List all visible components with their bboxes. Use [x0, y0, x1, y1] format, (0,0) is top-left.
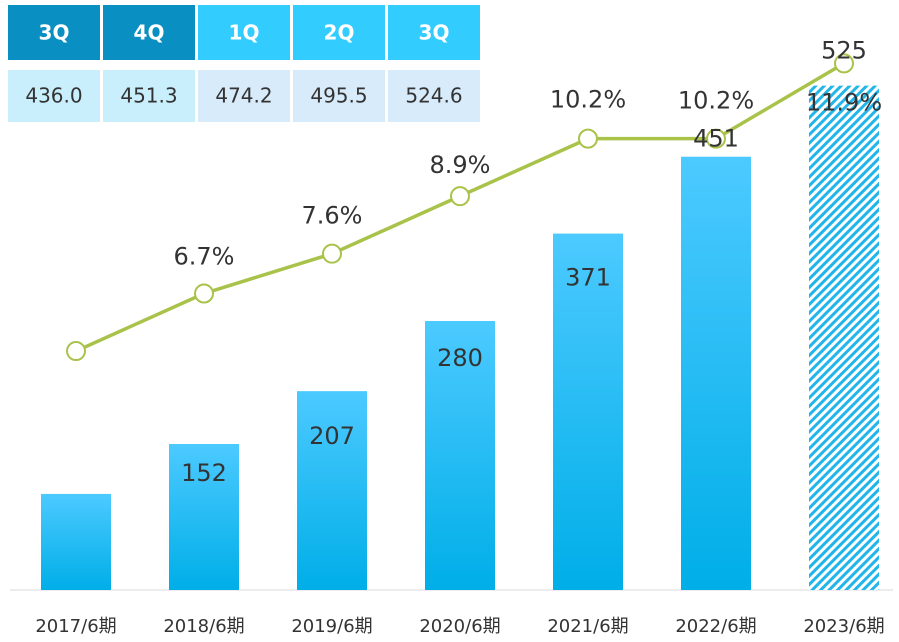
line-label: 10.2%: [550, 86, 626, 114]
table-header-text: 3Q: [39, 21, 70, 45]
line-label: 10.2%: [678, 87, 754, 115]
line-marker: [450, 186, 470, 207]
line-label: 8.9%: [430, 151, 491, 179]
bar: [297, 391, 367, 590]
table-cell-text: 474.2: [215, 84, 272, 108]
table-header-text: 4Q: [134, 21, 165, 45]
table-header-cell: [103, 5, 195, 60]
bar-label: 371: [565, 264, 611, 292]
x-tick-label: 2021/6期: [547, 616, 628, 637]
line-label: 6.7%: [174, 243, 235, 271]
table-header-cell: [293, 5, 385, 60]
table-cell: [8, 70, 100, 122]
bar-label: 207: [309, 422, 355, 450]
line-marker: [66, 341, 86, 362]
bar: [169, 443, 239, 590]
table-cell-text: 524.6: [405, 84, 462, 108]
line-marker: [578, 128, 598, 149]
line-marker: [322, 243, 342, 264]
bar: [425, 321, 495, 590]
x-tick-label: 2019/6期: [291, 616, 372, 637]
table-cell-text: 451.3: [120, 84, 177, 108]
bar-label: 152: [181, 459, 227, 487]
bar: [681, 156, 751, 590]
bar-label: 525: [821, 37, 867, 65]
line-marker: [194, 283, 214, 304]
line-marker: [706, 128, 726, 149]
table-header-text: 1Q: [229, 21, 260, 45]
table-cell: [103, 70, 195, 122]
table-header-text: 2Q: [324, 21, 355, 45]
table-cell-text: 436.0: [25, 84, 82, 108]
x-tick-label: 2022/6期: [675, 616, 756, 637]
table-header-text: 3Q: [419, 21, 450, 45]
x-tick-label: 2018/6期: [163, 616, 244, 637]
bar-label: 280: [437, 344, 483, 372]
x-tick-label: 2020/6期: [419, 616, 500, 637]
table-cell: [198, 70, 290, 122]
x-tick-label: 2023/6期: [803, 616, 884, 637]
table-cell-text: 495.5: [310, 84, 367, 108]
line-label: 7.6%: [302, 202, 363, 230]
table-header-cell: [8, 5, 100, 60]
line-marker: [834, 53, 854, 74]
table-cell: [293, 70, 385, 122]
bar-label: 451: [693, 125, 739, 153]
table-header-cell: [198, 5, 290, 60]
bar: [809, 85, 879, 591]
table-cell: [388, 70, 480, 122]
table-header-cell: [388, 5, 480, 60]
bar: [553, 233, 623, 591]
bar: [41, 493, 111, 590]
line-label: 11.9%: [806, 88, 882, 116]
x-tick-label: 2017/6期: [35, 616, 116, 637]
